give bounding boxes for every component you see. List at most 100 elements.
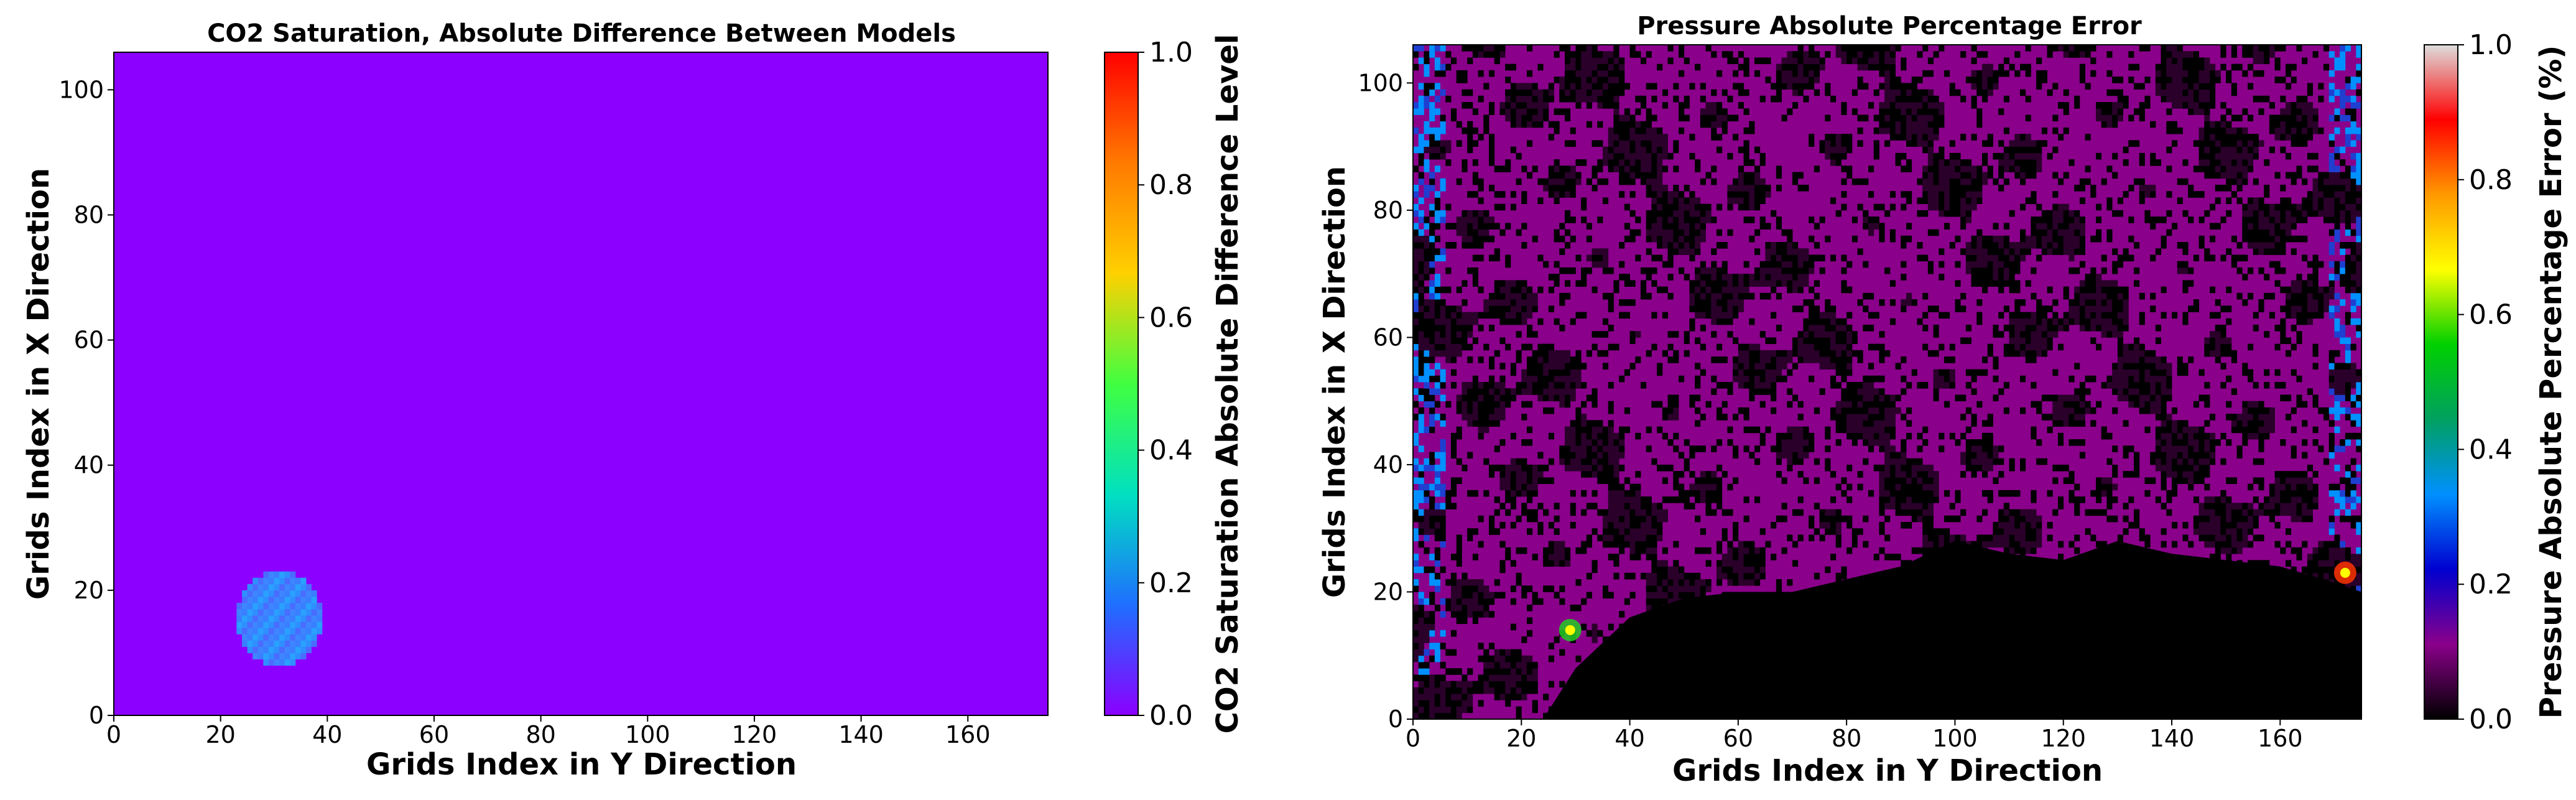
error-cell [1998, 248, 2004, 255]
error-cell [1917, 515, 1923, 523]
error-cell [1781, 229, 1787, 236]
error-cell [1765, 274, 1771, 281]
error-cell [1797, 45, 1804, 52]
error-cell [1787, 229, 1793, 236]
error-cell [1581, 274, 1587, 281]
error-cell [1651, 534, 1657, 542]
error-cell [1884, 496, 1891, 503]
error-cell [1787, 248, 1793, 255]
error-cell [1721, 312, 1728, 319]
error-cell [1851, 337, 1858, 345]
error-cell [1743, 515, 1749, 523]
error-cell [1505, 547, 1511, 554]
error-cell [1510, 687, 1516, 694]
error-cell [1597, 261, 1603, 268]
error-cell [1651, 127, 1657, 134]
error-cell [1868, 414, 1874, 421]
error-cell [1462, 229, 1468, 236]
error-cell [2009, 509, 2015, 516]
error-cell [1673, 210, 1679, 217]
error-cell [1429, 611, 1435, 618]
error-cell [1413, 388, 1419, 395]
error-cell [1651, 184, 1657, 192]
error-cell [1982, 63, 1988, 71]
error-cell [1965, 197, 1971, 205]
error-cell [1434, 643, 1440, 649]
error-cell [1993, 77, 1999, 83]
error-cell [1548, 432, 1554, 440]
error-cell [1759, 267, 1766, 274]
error-cell [1424, 83, 1430, 90]
error-cell [1559, 292, 1565, 300]
error-cell [1462, 706, 1468, 714]
error-cell [1445, 598, 1452, 605]
error-cell [1532, 363, 1538, 370]
error-cell [1440, 541, 1446, 548]
error-cell [1879, 528, 1885, 535]
error-cell [1738, 343, 1744, 351]
error-cell [1884, 445, 1891, 452]
error-cell [1781, 114, 1787, 122]
error-cell [1759, 554, 1766, 560]
error-cell [1976, 254, 1983, 262]
error-cell [1863, 414, 1869, 421]
plume-cell [290, 628, 296, 635]
error-cell [1960, 248, 1967, 255]
error-cell [1792, 394, 1799, 402]
error-cell [1684, 242, 1690, 249]
plume-cell [305, 646, 312, 653]
error-cell [1489, 681, 1495, 688]
error-cell [1733, 363, 1739, 370]
error-cell [1445, 706, 1452, 714]
error-cell [1505, 114, 1511, 122]
error-cell [1695, 490, 1701, 497]
error-cell [1499, 203, 1506, 211]
error-cell [1646, 496, 1652, 503]
error-cell [1434, 299, 1440, 306]
error-cell [1689, 223, 1695, 230]
error-cell [1667, 261, 1674, 268]
error-cell [1619, 496, 1625, 503]
error-cell [1597, 458, 1603, 465]
error-cell [1559, 178, 1565, 185]
error-cell [1960, 159, 1967, 166]
error-cell [1429, 407, 1435, 414]
error-cell [1527, 464, 1533, 472]
error-cell [1581, 77, 1587, 83]
error-cell [1489, 382, 1495, 389]
error-cell [1673, 414, 1679, 421]
error-cell [1917, 509, 1923, 516]
x-axis-ticks: 0 20 40 60 80 100 120 140 160 [106, 715, 991, 748]
error-cell [1717, 356, 1723, 363]
error-cell [1673, 95, 1679, 103]
error-cell [1413, 432, 1419, 440]
error-cell [1629, 121, 1636, 128]
error-cell [1825, 566, 1831, 574]
error-cell [1591, 77, 1598, 83]
error-cell [1917, 547, 1923, 554]
error-cell [1657, 464, 1663, 472]
error-cell [1998, 63, 2004, 71]
error-cell [1619, 521, 1625, 529]
error-cell [1841, 566, 1847, 574]
error-cell [1467, 407, 1473, 414]
error-cell [1575, 70, 1582, 77]
error-cell [1548, 560, 1554, 567]
x-tick-label: 80 [526, 721, 555, 748]
error-cell [2003, 165, 2009, 172]
error-cell [1527, 356, 1533, 363]
error-cell [1413, 528, 1419, 535]
error-cell [1911, 515, 1917, 523]
error-cell [1933, 184, 1939, 192]
error-cell [1619, 77, 1625, 83]
error-cell [1895, 127, 1901, 134]
error-cell [1743, 89, 1749, 96]
error-cell [1467, 687, 1473, 694]
error-cell [1971, 178, 1977, 185]
error-cell [1825, 299, 1831, 306]
error-cell [1906, 197, 1912, 205]
error-cell [1717, 407, 1723, 414]
error-cell [1619, 375, 1625, 383]
error-cell [1819, 350, 1825, 357]
error-cell [1835, 363, 1842, 370]
